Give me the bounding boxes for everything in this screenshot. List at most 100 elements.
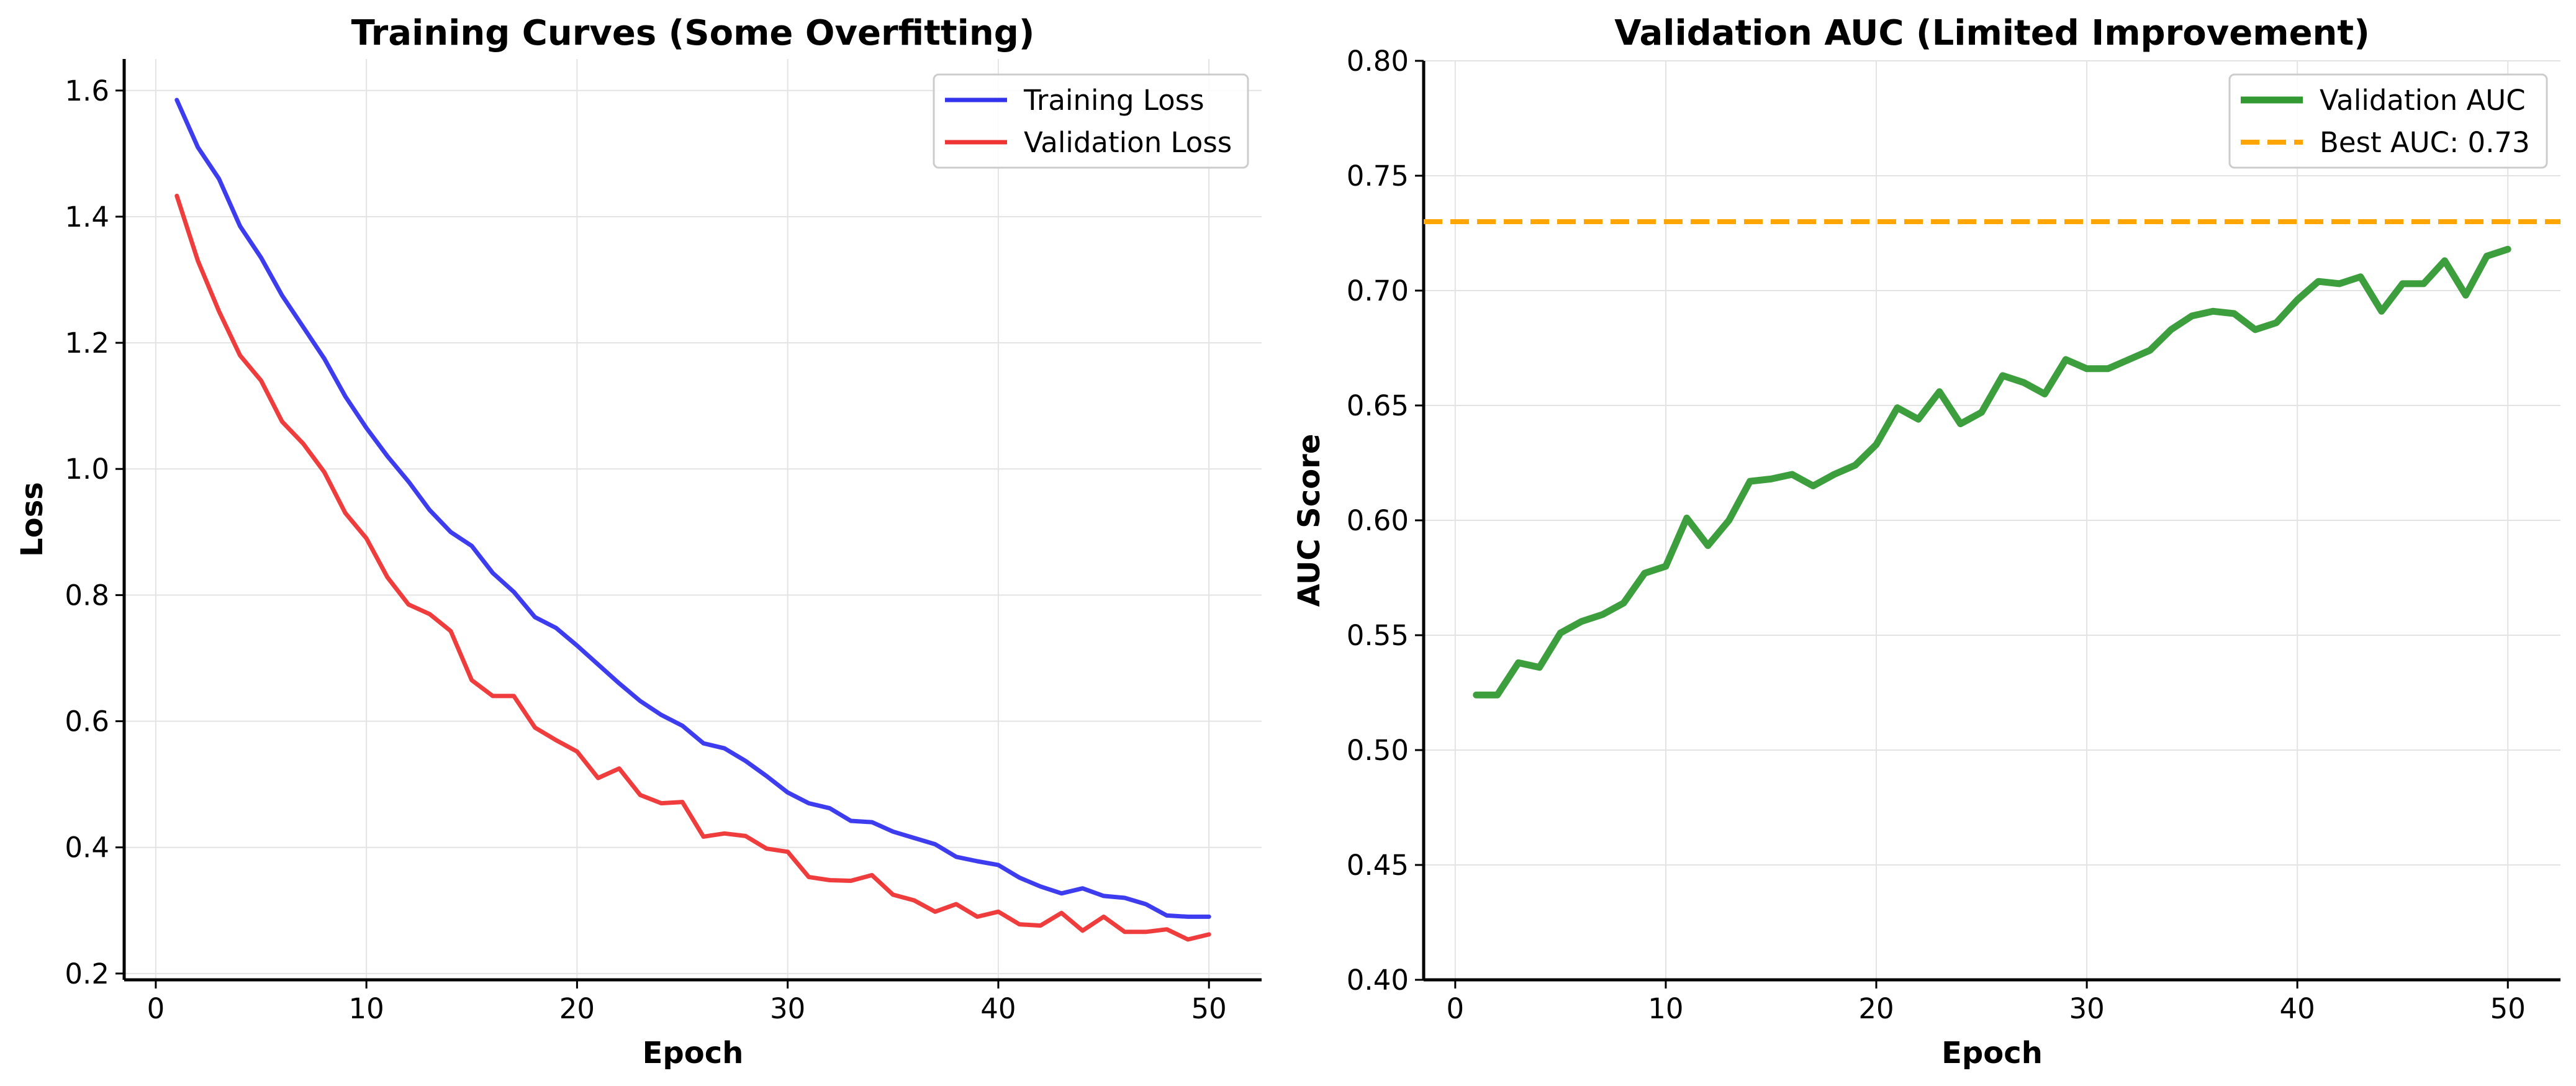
- x-tick-label: 20: [1858, 992, 1894, 1025]
- y-axis-label: AUC Score: [1292, 434, 1327, 607]
- data-point: [324, 358, 325, 359]
- x-tick-label: 20: [559, 992, 595, 1025]
- legend-box: [2228, 73, 2548, 169]
- data-point: [303, 443, 304, 444]
- data-point: [345, 396, 346, 397]
- data-point: [2255, 329, 2256, 330]
- x-tick-label: 40: [980, 992, 1016, 1025]
- data-point: [197, 147, 198, 148]
- data-point: [914, 900, 915, 901]
- x-tick-label: 30: [770, 992, 805, 1025]
- data-point: [1707, 545, 1708, 546]
- legend-label: Validation Loss: [1024, 126, 1232, 159]
- data-point: [1124, 897, 1125, 898]
- y-tick-label: 1.6: [65, 75, 109, 107]
- data-point: [345, 513, 346, 514]
- data-point: [1876, 444, 1877, 445]
- y-tick-label: 0.8: [65, 579, 109, 612]
- data-point: [619, 683, 620, 684]
- data-point: [724, 748, 725, 749]
- y-tick-label: 0.60: [1347, 504, 1409, 537]
- y-tick-label: 0.2: [65, 957, 109, 990]
- data-point: [1855, 465, 1856, 466]
- data-point: [492, 572, 493, 573]
- y-tick-label: 0.50: [1347, 734, 1409, 767]
- data-point: [1981, 412, 1982, 413]
- data-point: [2360, 276, 2361, 277]
- y-tick-label: 0.45: [1347, 849, 1409, 882]
- series-line-1: [174, 97, 1211, 919]
- x-tick-label: 0: [1447, 992, 1465, 1025]
- legend: Validation AUC Best AUC: 0.73: [2228, 73, 2548, 169]
- data-point: [513, 695, 514, 696]
- series-line-2: [174, 193, 1211, 942]
- data-point: [2023, 382, 2024, 383]
- data-point: [977, 916, 978, 917]
- y-tick-label: 0.55: [1347, 619, 1409, 652]
- x-tick-label: 50: [1191, 992, 1227, 1025]
- y-tick-label: 0.70: [1347, 274, 1409, 307]
- x-tick-label: 50: [2490, 992, 2526, 1025]
- y-tick-label: 1.0: [65, 453, 109, 486]
- chart-title: Validation AUC (Limited Improvement): [1614, 13, 2370, 53]
- x-tick-label: 30: [2069, 992, 2104, 1025]
- data-point: [1834, 474, 1835, 475]
- data-point: [2318, 281, 2319, 282]
- data-point: [1939, 391, 1940, 392]
- chart-panel-2: 0 10 20 30 40 50 0.40 0.45 0.50 0.55 0.60 0.65 0.70 0…: [1292, 13, 2560, 1070]
- x-tick-label: 40: [2280, 992, 2315, 1025]
- data-point: [1602, 614, 1603, 615]
- data-point: [956, 856, 957, 857]
- y-tick-label: 0.6: [65, 705, 109, 738]
- y-tick-label: 1.2: [65, 327, 109, 360]
- data-point: [787, 792, 788, 793]
- data-point: [2423, 283, 2424, 284]
- data-point: [2276, 322, 2277, 323]
- data-point: [1061, 893, 1062, 894]
- data-point: [598, 664, 599, 665]
- data-point: [471, 680, 472, 681]
- data-point: [1103, 895, 1104, 896]
- data-point: [1665, 566, 1666, 567]
- data-point: [429, 613, 430, 614]
- data-point: [1040, 925, 1041, 926]
- y-tick-label: 0.80: [1347, 45, 1409, 78]
- data-point: [1960, 423, 1961, 424]
- chart-title: Training Curves (Some Overfitting): [351, 13, 1035, 53]
- legend-label: Best AUC: 0.73: [2320, 126, 2530, 159]
- data-point: [1103, 916, 1104, 917]
- data-point: [766, 848, 767, 849]
- x-axis-label: Epoch: [643, 1036, 744, 1070]
- data-point: [2402, 283, 2403, 284]
- data-point: [1124, 931, 1125, 932]
- data-point: [2297, 299, 2298, 300]
- y-axis-label: Loss: [15, 482, 50, 557]
- data-point: [640, 701, 641, 702]
- y-tick-label: 0.75: [1347, 160, 1409, 192]
- data-point: [2444, 260, 2445, 261]
- y-tick-label: 0.65: [1347, 389, 1409, 422]
- data-point: [2149, 350, 2150, 351]
- x-tick-label: 0: [147, 992, 165, 1025]
- y-tick-label: 1.4: [65, 201, 109, 233]
- x-axis-label: Epoch: [1941, 1036, 2043, 1070]
- legend-box: [933, 73, 1249, 169]
- data-point: [1581, 621, 1582, 622]
- x-tick-label: 10: [349, 992, 384, 1025]
- data-point: [324, 472, 325, 473]
- data-point: [2002, 375, 2003, 376]
- data-point: [956, 904, 957, 905]
- legend: Training Loss Validation Loss: [933, 73, 1249, 169]
- data-point: [1040, 886, 1041, 887]
- data-point: [1082, 930, 1083, 931]
- data-point: [977, 861, 978, 862]
- y-tick-label: 0.4: [65, 831, 109, 864]
- data-point: [619, 768, 620, 769]
- data-point: [598, 777, 599, 778]
- data-point: [724, 833, 725, 834]
- chart-panel-1: 0 10 20 30 40 50 0.2 0.4 0.6 0.8 1.0 1.2 1.4 1.6 Train…: [15, 13, 1262, 1070]
- data-point: [492, 695, 493, 696]
- data-point: [2465, 295, 2466, 296]
- legend-label: Validation AUC: [2320, 84, 2526, 117]
